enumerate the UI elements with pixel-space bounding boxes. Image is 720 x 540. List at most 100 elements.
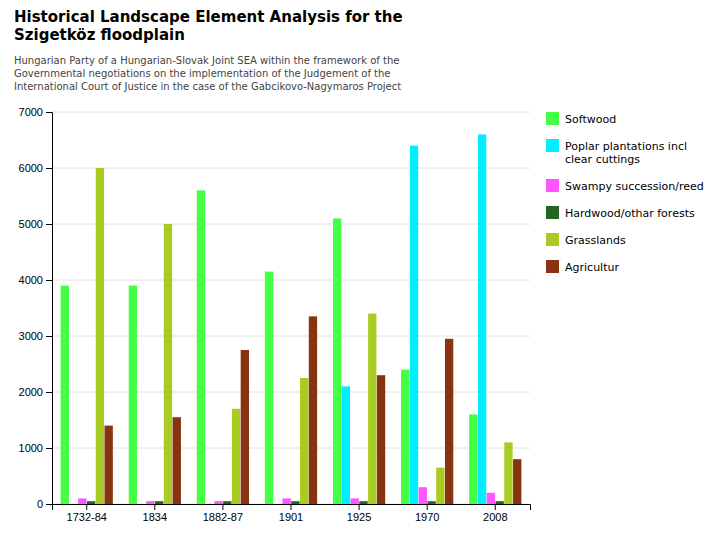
x-tick: 1732-84 — [67, 504, 107, 523]
y-axis: 0 1000 2000 3000 4000 5000 6000 7000 — [19, 106, 53, 510]
x-tick-label: 2008 — [483, 511, 507, 523]
bar — [96, 168, 104, 504]
bar — [333, 218, 341, 504]
subtitle: Hungarian Party of a Hungarian-Slovak Jo… — [14, 55, 401, 92]
y-tick: 7000 — [19, 106, 52, 118]
y-tick-label: 3000 — [19, 330, 43, 342]
bar — [478, 134, 486, 504]
grid-line — [52, 168, 530, 169]
bar — [359, 501, 367, 504]
x-tick-mark — [222, 504, 223, 510]
legend-item: Grasslands — [546, 233, 626, 247]
y-tick-mark — [46, 168, 52, 169]
bar — [300, 378, 308, 504]
bar — [309, 316, 317, 504]
y-tick: 4000 — [19, 274, 52, 286]
legend-label: Hardwood/othar forests — [565, 207, 695, 220]
bar — [282, 498, 290, 504]
bar — [232, 409, 240, 504]
legend-item: Swampy succession/reed — [546, 179, 704, 193]
legend-swatch — [546, 260, 559, 273]
series — [105, 316, 522, 504]
bar — [129, 286, 137, 504]
legend-swatch — [546, 206, 559, 219]
x-tick: 2008 — [483, 504, 507, 523]
y-tick: 6000 — [19, 162, 52, 174]
legend: Softwood Poplar plantations inclclear cut… — [546, 112, 704, 274]
y-axis-line — [46, 113, 53, 505]
x-tick: 1882-87 — [203, 504, 243, 523]
x-tick: 1834 — [143, 504, 167, 523]
bar — [427, 501, 435, 504]
y-tick-label: 7000 — [19, 106, 43, 118]
y-tick-label: 2000 — [19, 386, 43, 398]
y-tick-mark — [46, 392, 52, 393]
bar — [291, 501, 299, 504]
text-line: clear cuttings — [565, 153, 640, 166]
bar — [146, 501, 154, 504]
text-line: Governmental negotiations on the impleme… — [14, 68, 391, 79]
bar — [87, 501, 95, 504]
legend-swatch — [546, 112, 559, 125]
grid — [52, 112, 530, 504]
y-tick: 1000 — [19, 442, 52, 454]
text-line: Softwood — [565, 113, 616, 126]
bar — [377, 375, 385, 504]
legend-item: Hardwood/othar forests — [546, 206, 695, 220]
y-tick: 0 — [37, 498, 52, 510]
x-tick: 1925 — [347, 504, 371, 523]
bar — [487, 493, 495, 504]
legend-label: Swampy succession/reed — [565, 180, 704, 193]
text-line: International Court of Justice in the ca… — [14, 81, 401, 92]
grid-line — [52, 336, 530, 337]
x-tick-label: 1901 — [279, 511, 303, 523]
bar — [223, 501, 231, 504]
grid-line — [52, 112, 530, 113]
title: Historical Landscape Element Analysis fo… — [14, 8, 403, 44]
legend-swatch — [546, 139, 559, 152]
x-tick: 1970 — [415, 504, 439, 523]
legend-swatch — [546, 179, 559, 192]
bar — [197, 190, 205, 504]
bar — [419, 487, 427, 504]
legend-item: Agricultur — [546, 260, 619, 274]
legend-item: Poplar plantations inclclear cuttings — [546, 139, 687, 166]
x-tick-mark — [495, 504, 496, 510]
bar — [401, 370, 409, 504]
bar — [265, 272, 273, 504]
y-tick-label: 5000 — [19, 218, 43, 230]
bar — [410, 146, 418, 504]
bar — [469, 414, 477, 504]
bar — [368, 314, 376, 504]
bar — [274, 504, 282, 505]
y-tick-label: 4000 — [19, 274, 43, 286]
grid-line — [52, 448, 530, 449]
x-tick-mark — [427, 504, 428, 510]
bar — [436, 468, 444, 504]
x-tick-mark — [359, 504, 360, 510]
series — [342, 134, 487, 504]
text-line: Historical Landscape Element Analysis fo… — [14, 8, 403, 26]
y-tick-label: 6000 — [19, 162, 43, 174]
x-axis: 1732-84 1834 1882-87 1901 1925 1970 2008 — [53, 504, 531, 523]
bar — [504, 442, 512, 504]
bar — [137, 504, 145, 505]
x-tick-label: 1882-87 — [203, 511, 243, 523]
text-line: Hardwood/othar forests — [565, 207, 695, 220]
bar — [351, 498, 359, 504]
text-line: Grasslands — [565, 234, 626, 247]
grid-line — [52, 392, 530, 393]
y-tick-label: 1000 — [19, 442, 43, 454]
y-tick: 3000 — [19, 330, 52, 342]
bar — [445, 339, 453, 504]
bar — [342, 386, 350, 504]
text-line: Agricultur — [565, 261, 619, 274]
legend-item: Softwood — [546, 112, 616, 126]
bar — [495, 501, 503, 504]
bar — [206, 504, 214, 505]
legend-label: Grasslands — [565, 234, 626, 247]
text-line: Hungarian Party of a Hungarian-Slovak Jo… — [14, 55, 399, 66]
grid-line — [52, 224, 530, 225]
bar — [69, 504, 77, 505]
x-tick-label: 1970 — [415, 511, 439, 523]
